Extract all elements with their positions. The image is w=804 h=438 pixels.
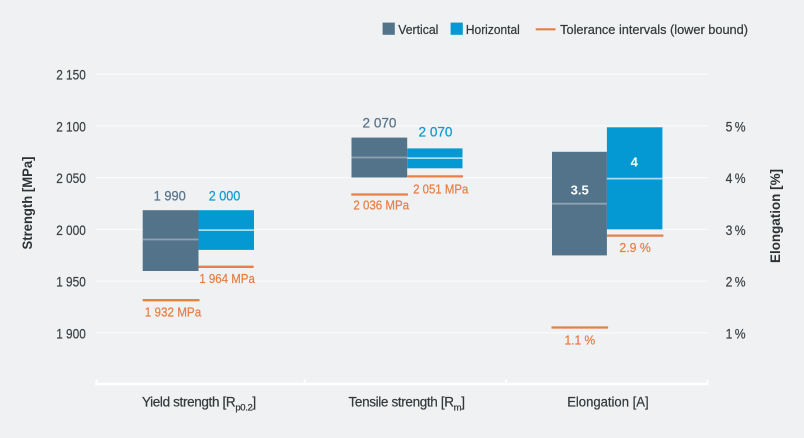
svg-text:2 070: 2 070 [419,124,453,140]
svg-text:5 %: 5 % [726,119,746,134]
svg-text:4: 4 [631,154,639,169]
svg-text:1 932 MPa: 1 932 MPa [145,305,202,320]
svg-text:2 050: 2 050 [56,171,86,186]
svg-text:2 070: 2 070 [363,114,397,130]
svg-text:3 %: 3 % [726,223,746,238]
svg-text:Tolerance intervals (lower bou: Tolerance intervals (lower bound) [560,22,748,37]
svg-text:2 %: 2 % [726,275,746,290]
svg-text:Horizontal: Horizontal [466,22,520,37]
svg-text:Strength [MPa]: Strength [MPa] [20,157,35,250]
svg-text:2 150: 2 150 [56,68,86,83]
svg-text:2 100: 2 100 [56,119,86,134]
svg-text:1.1 %: 1.1 % [564,333,595,348]
svg-text:2 000: 2 000 [56,223,86,238]
svg-text:2 036 MPa: 2 036 MPa [353,197,409,212]
svg-text:2 051 MPa: 2 051 MPa [413,181,469,196]
svg-text:Elongation [%]: Elongation [%] [768,169,783,263]
svg-text:Yield strength [Rp0.2]: Yield strength [Rp0.2] [142,394,256,413]
svg-text:2.9 %: 2.9 % [619,240,651,255]
svg-text:Tensile strength [Rm]: Tensile strength [Rm] [349,394,465,413]
svg-text:2 000: 2 000 [209,188,241,204]
svg-text:1 964 MPa: 1 964 MPa [199,271,255,286]
svg-text:3.5: 3.5 [571,182,589,197]
svg-text:4 %: 4 % [726,171,746,186]
svg-text:1 950: 1 950 [56,275,86,290]
svg-text:Elongation [A]: Elongation [A] [567,394,648,409]
svg-text:1 %: 1 % [726,326,746,341]
svg-text:1 990: 1 990 [154,188,186,204]
svg-text:1 900: 1 900 [56,326,86,341]
svg-text:Vertical: Vertical [398,22,438,37]
